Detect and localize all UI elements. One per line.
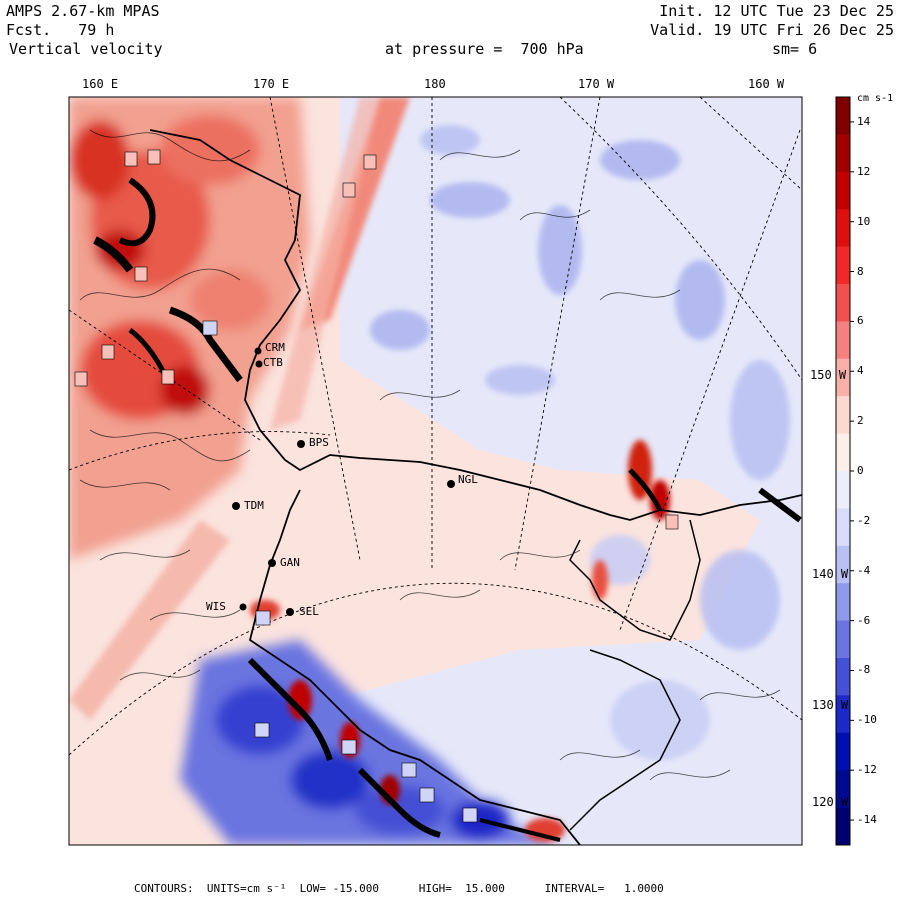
map-frame (68, 96, 803, 846)
colorbar-units: cm s-1 (857, 93, 894, 104)
colorbar-swatch (836, 807, 850, 846)
forecast-hour: Fcst. 79 h (6, 21, 115, 39)
colorbar-swatch (836, 97, 850, 135)
model-title: AMPS 2.67-km MPAS (6, 2, 160, 20)
colorbar-swatch (836, 471, 850, 509)
station-crm: CRM (265, 341, 285, 354)
smoothing: sm= 6 (772, 40, 818, 58)
colorbar (835, 96, 854, 846)
variable-name: Vertical velocity (9, 40, 163, 58)
extrema-markers (74, 149, 679, 823)
colorbar-swatch (836, 770, 850, 809)
colorbar-tick-label: -12 (857, 763, 877, 777)
station-bps: BPS (309, 436, 329, 449)
lon-label-170e: 170 E (253, 77, 290, 91)
colorbar-swatch (836, 620, 850, 659)
lon-label-170w: 170 W (578, 77, 615, 91)
lat-label-140w: 140 W (812, 567, 849, 581)
colorbar-tick-label: 12 (857, 164, 871, 178)
colorbar-swatch (836, 321, 850, 360)
colorbar-tick-label: 2 (857, 414, 864, 428)
colorbar-swatch (836, 396, 850, 435)
init-time: Init. 12 UTC Tue 23 Dec 25 (659, 2, 894, 20)
vertical-velocity-field (69, 97, 802, 845)
colorbar-tick-label: -6 (857, 613, 871, 627)
valid-time: Valid. 19 UTC Fri 26 Dec 25 (650, 21, 894, 39)
colorbar-swatch (836, 209, 850, 248)
colorbar-tick-label: -4 (857, 563, 871, 577)
lat-label-120w: 120 W (812, 795, 849, 809)
colorbar-swatch (836, 732, 850, 771)
station-dots (232, 347, 455, 616)
colorbar-tick-label: -2 (857, 513, 871, 527)
lat-label-130w: 130 W (812, 698, 849, 712)
colorbar-swatch (836, 134, 850, 173)
colorbar-swatch (836, 171, 850, 210)
station-gan: GAN (280, 556, 300, 569)
colorbar-swatch (836, 284, 850, 322)
pressure-level: at pressure = 700 hPa (385, 40, 584, 58)
colorbar-swatch (836, 658, 850, 696)
colorbar-tick-label: 14 (857, 114, 871, 128)
lon-label-160w: 160 W (748, 77, 785, 91)
station-ngl: NGL (458, 473, 478, 486)
colorbar-swatch (836, 246, 850, 285)
colorbar-swatch (836, 583, 850, 622)
station-wis: WIS (206, 600, 226, 613)
colorbar-swatch (836, 433, 850, 472)
colorbar-swatch (836, 545, 850, 584)
colorbar-tick-label: 10 (857, 214, 871, 228)
colorbar-tick-label: -14 (857, 813, 877, 827)
colorbar-tick-label: 6 (857, 314, 864, 328)
lon-label-180: 180 (424, 77, 446, 91)
lon-label-160e: 160 E (82, 77, 119, 91)
colorbar-tick-label: 0 (857, 464, 864, 477)
colorbar-swatch (836, 358, 850, 397)
lat-label-150w: 150 W (810, 368, 847, 382)
contour-info: CONTOURS: UNITS=cm s⁻¹ LOW= -15.000 HIGH… (134, 882, 664, 895)
station-ctb: CTB (263, 356, 283, 369)
colorbar-tick-label: 4 (857, 364, 864, 378)
station-tdm: TDM (244, 499, 264, 512)
colorbar-tick-label: -10 (857, 713, 877, 727)
colorbar-tick-label: 8 (857, 264, 864, 278)
colorbar-swatch (836, 695, 850, 734)
colorbar-swatch (836, 508, 850, 547)
station-sel: SEL (299, 605, 319, 618)
colorbar-tick-label: -8 (857, 663, 871, 677)
